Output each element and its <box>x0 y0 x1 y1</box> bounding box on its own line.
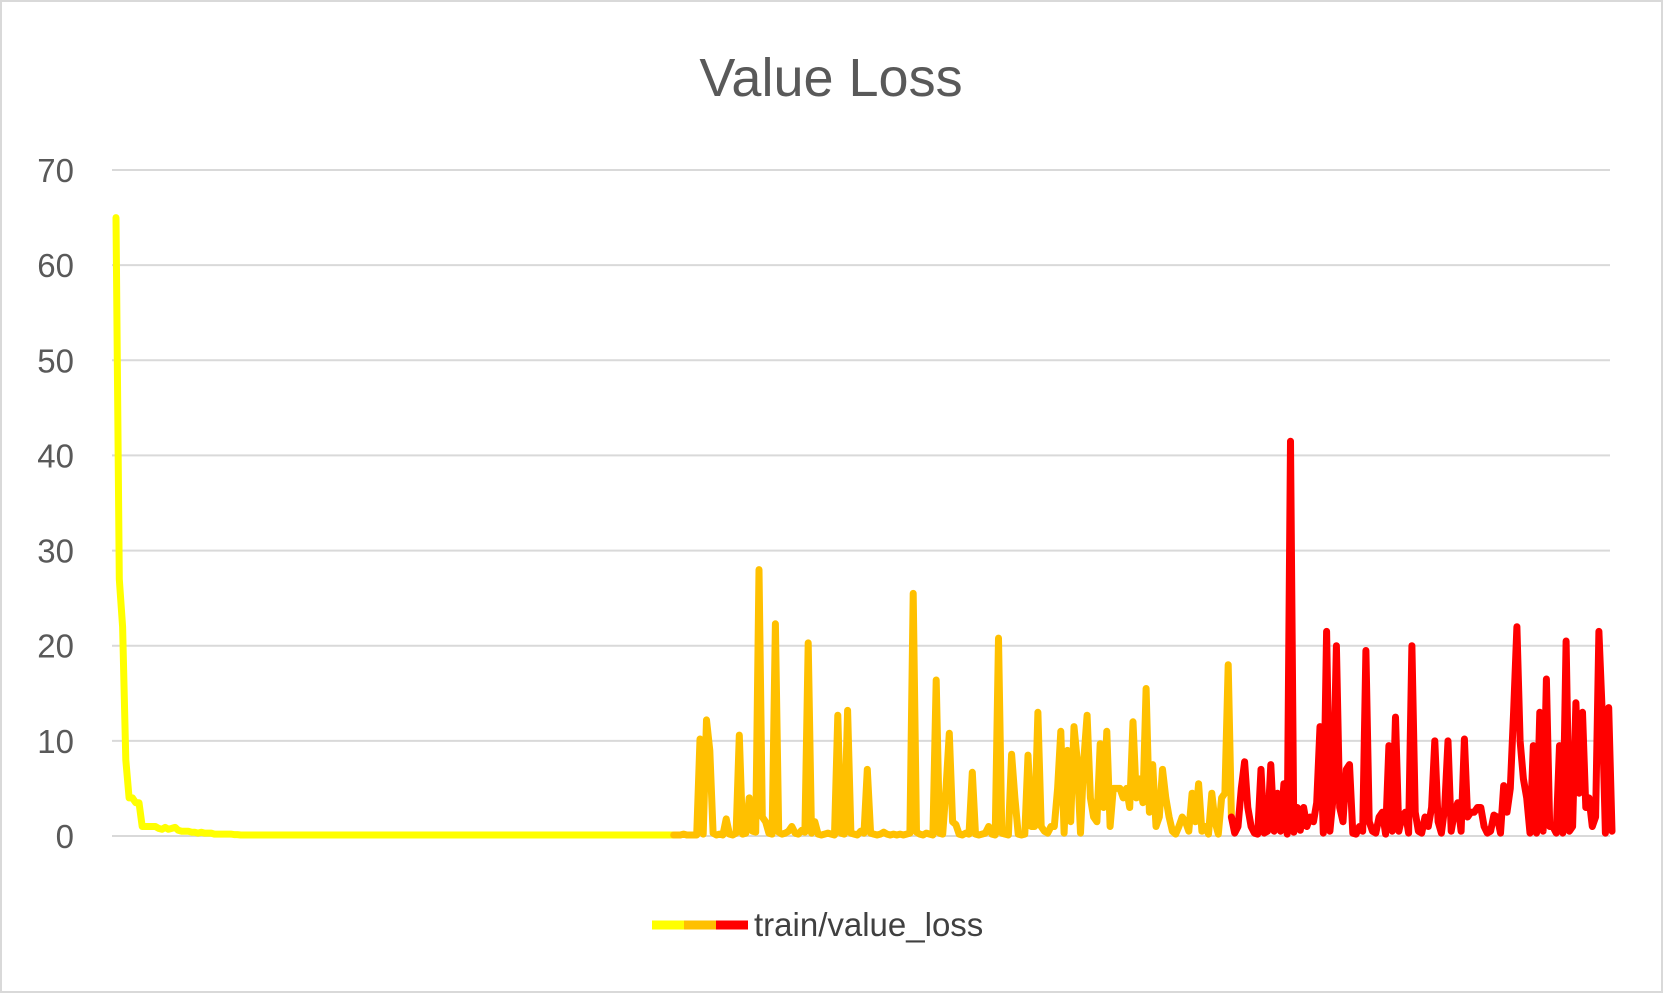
series-line-segment-3 <box>1227 437 1616 838</box>
y-tick-label: 40 <box>37 437 74 474</box>
y-tick-label: 30 <box>37 533 74 570</box>
y-tick-label: 0 <box>56 818 74 855</box>
legend: train/value_loss <box>652 906 983 943</box>
y-tick-label: 10 <box>37 723 74 760</box>
series-line-segment-2 <box>670 566 1235 839</box>
legend-label: train/value_loss <box>754 906 983 943</box>
chart-title: Value Loss <box>699 48 962 108</box>
series-layer <box>112 214 1616 839</box>
y-tick-label: 70 <box>37 152 74 189</box>
y-tick-label: 20 <box>37 628 74 665</box>
grid-layer <box>112 169 1610 837</box>
y-axis-ticks: 0 10 20 30 40 50 60 70 <box>37 152 74 855</box>
series-line-segment-1 <box>112 214 678 839</box>
y-tick-label: 60 <box>37 247 74 284</box>
y-tick-label: 50 <box>37 342 74 379</box>
